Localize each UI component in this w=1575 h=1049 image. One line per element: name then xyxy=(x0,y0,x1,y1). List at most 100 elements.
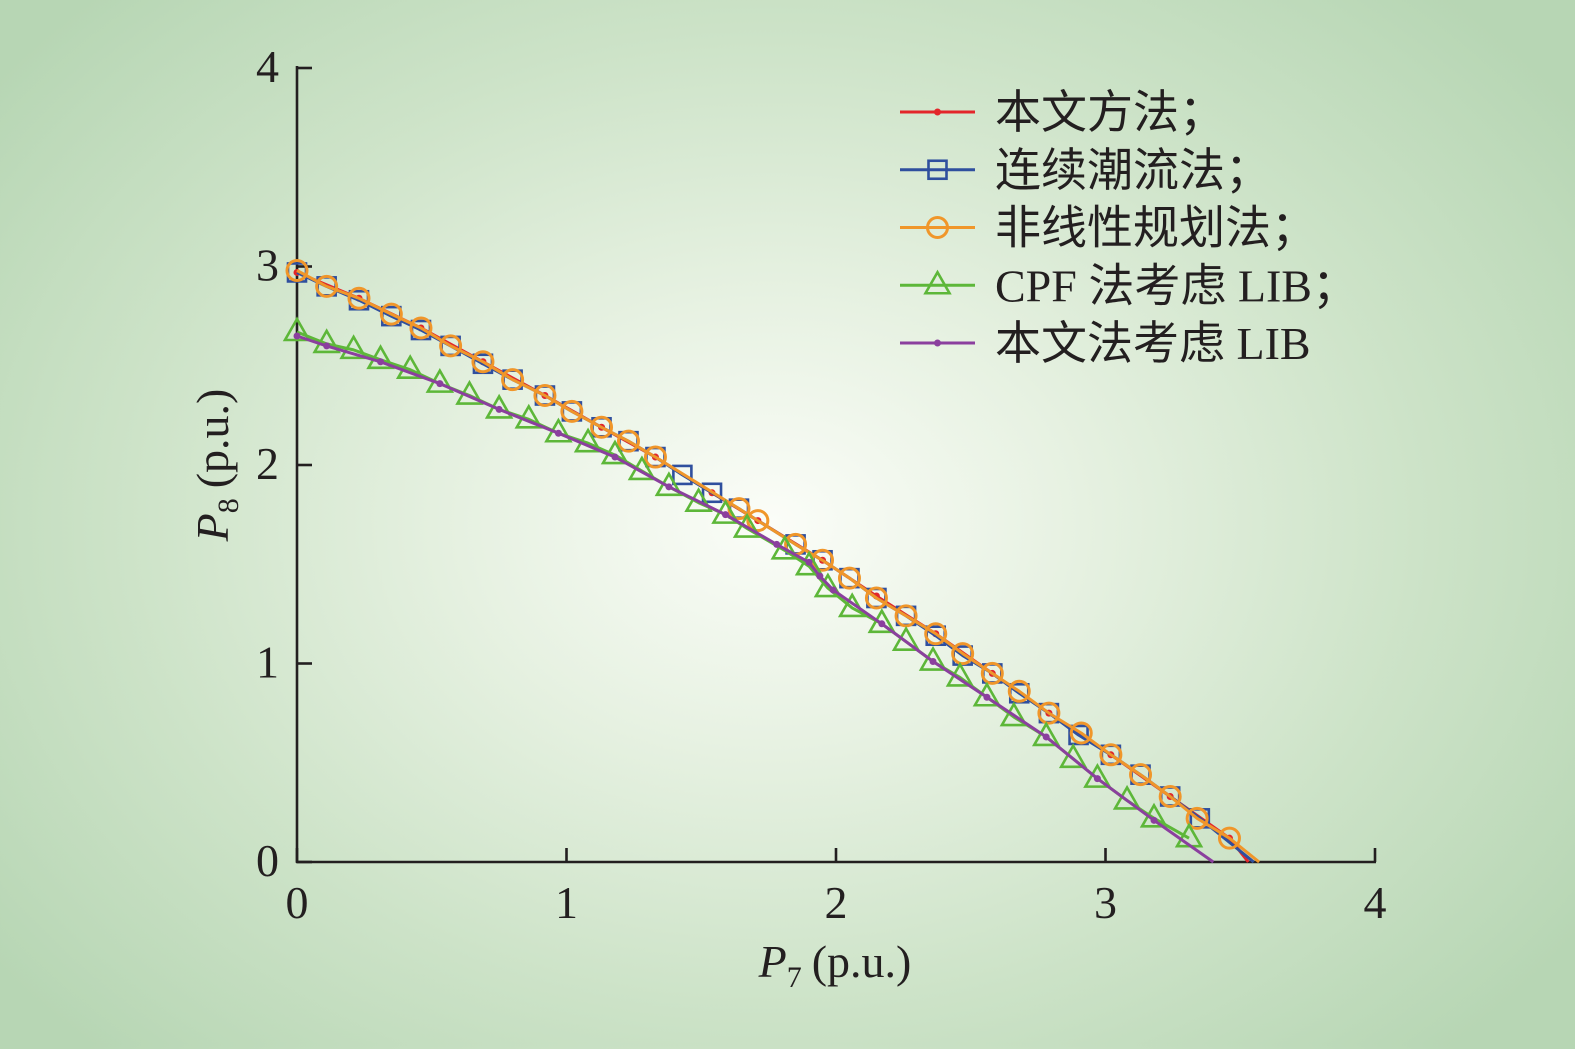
data-point-dot xyxy=(1042,733,1050,741)
data-point-circle xyxy=(1185,806,1209,830)
data-point-dot xyxy=(816,572,824,580)
x-tick-label: 3 xyxy=(1094,877,1117,928)
data-point-circle xyxy=(471,350,495,374)
data-point-dot xyxy=(323,342,331,350)
data-point-circle xyxy=(590,415,614,439)
legend-item: 本文法考虑 LIB xyxy=(900,318,1311,369)
x-axis-title-subscript: 7 xyxy=(787,961,802,994)
x-ticks: 0 1 2 3 4 xyxy=(286,848,1387,928)
data-point-circle xyxy=(926,216,949,239)
legend-item: CPF 法考虑 LIB； xyxy=(900,260,1358,311)
y-tick-label: 4 xyxy=(256,41,279,92)
x-tick-label: 4 xyxy=(1364,877,1387,928)
data-point-dot xyxy=(495,405,503,413)
data-point-triangle xyxy=(1083,763,1112,788)
data-point-triangle xyxy=(600,439,630,465)
data-point-circle xyxy=(746,509,770,533)
y-axis-title-subscript: 8 xyxy=(212,498,245,513)
data-point-square xyxy=(927,159,948,181)
data-point-triangle xyxy=(794,550,824,576)
data-point-circle xyxy=(285,258,309,282)
data-point-dot xyxy=(611,453,619,461)
x-axis-title: P7 (p.u.) xyxy=(758,936,912,994)
data-point-triangle xyxy=(1112,784,1142,810)
y-ticks: 0 1 2 3 4 xyxy=(256,41,312,886)
data-point-circle xyxy=(379,302,403,326)
data-point-triangle xyxy=(923,269,952,295)
data-point-triangle xyxy=(732,512,762,538)
data-point-triangle xyxy=(312,328,341,354)
data-point-circle xyxy=(894,604,918,628)
data-point-circle xyxy=(951,642,975,666)
data-point-dot xyxy=(293,332,301,340)
data-point-circle xyxy=(924,622,948,646)
data-point-circle xyxy=(409,316,433,340)
y-axis-title-unit: (p.u.) xyxy=(187,389,238,489)
legend-label: 本文法考虑 LIB xyxy=(995,318,1311,369)
legend-label: 本文方法； xyxy=(995,87,1225,138)
data-point-dot xyxy=(377,358,385,366)
y-axis-title: P8 (p.u.) xyxy=(187,389,245,543)
data-point-circle xyxy=(864,586,888,610)
data-point-circle xyxy=(616,429,640,453)
x-tick-label: 1 xyxy=(555,877,578,928)
legend-item: 连续潮流法； xyxy=(900,145,1271,196)
data-point-triangle xyxy=(395,354,425,380)
data-point-dot xyxy=(1150,816,1158,824)
data-point-triangle xyxy=(282,316,312,342)
data-point-triangle xyxy=(770,534,800,560)
x-axis-title-symbol: P xyxy=(758,936,787,987)
data-point-triangle xyxy=(366,344,395,370)
x-tick-label: 2 xyxy=(825,877,848,928)
data-point-dot xyxy=(829,586,837,594)
data-point-triangle xyxy=(813,572,843,598)
y-tick-label: 2 xyxy=(256,438,279,489)
series-line xyxy=(296,334,1215,864)
axes: 0 1 2 3 4 0 1 2 3 4 xyxy=(256,41,1387,928)
data-point-dot xyxy=(929,658,937,666)
data-point-circle xyxy=(347,286,371,310)
data-point-circle xyxy=(533,384,557,408)
data-point-triangle xyxy=(573,427,603,453)
data-point-dot xyxy=(934,339,941,347)
x-axis-title-unit: (p.u.) xyxy=(812,936,912,987)
y-tick-label: 0 xyxy=(256,835,279,886)
data-point-circle xyxy=(980,661,1004,685)
data-point-triangle xyxy=(1058,743,1088,769)
data-point-dot xyxy=(722,511,730,519)
data-point-dot xyxy=(665,483,673,491)
data-point-dot xyxy=(554,429,562,437)
data-point-circle xyxy=(1217,826,1241,850)
data-point-square xyxy=(701,482,723,504)
legend-item: 非线性规划法； xyxy=(900,203,1317,254)
data-point-circle xyxy=(643,445,667,469)
series-3 xyxy=(285,258,1261,864)
data-point-circle xyxy=(1099,743,1123,767)
data-point-dot xyxy=(878,620,886,628)
y-tick-label: 3 xyxy=(256,240,279,291)
data-point-square xyxy=(672,464,693,486)
data-point-triangle xyxy=(514,403,544,429)
legend-label: 连续潮流法； xyxy=(995,145,1271,196)
legend-label: CPF 法考虑 LIB； xyxy=(995,260,1358,311)
data-point-triangle xyxy=(684,487,713,513)
data-point-triangle xyxy=(918,645,948,671)
series-4 xyxy=(282,316,1204,848)
data-point-dot xyxy=(1093,775,1101,783)
y-axis-title-symbol: P xyxy=(187,513,238,542)
data-point-circle xyxy=(837,566,861,590)
series-line xyxy=(296,330,1190,840)
data-point-dot xyxy=(934,108,941,116)
data-point-triangle xyxy=(339,334,368,360)
series-5 xyxy=(293,332,1215,864)
data-point-circle xyxy=(315,274,339,298)
data-point-circle xyxy=(1037,701,1061,725)
data-point-circle xyxy=(1007,679,1031,703)
data-point-dot xyxy=(983,693,991,701)
x-tick-label: 0 xyxy=(286,877,309,928)
data-point-dot xyxy=(805,558,813,566)
legend: 本文方法； 连续潮流法； 非线性规划法； CPF 法考虑 LIB； 本文法考虑 LIB xyxy=(900,87,1358,369)
data-point-triangle xyxy=(837,592,867,618)
